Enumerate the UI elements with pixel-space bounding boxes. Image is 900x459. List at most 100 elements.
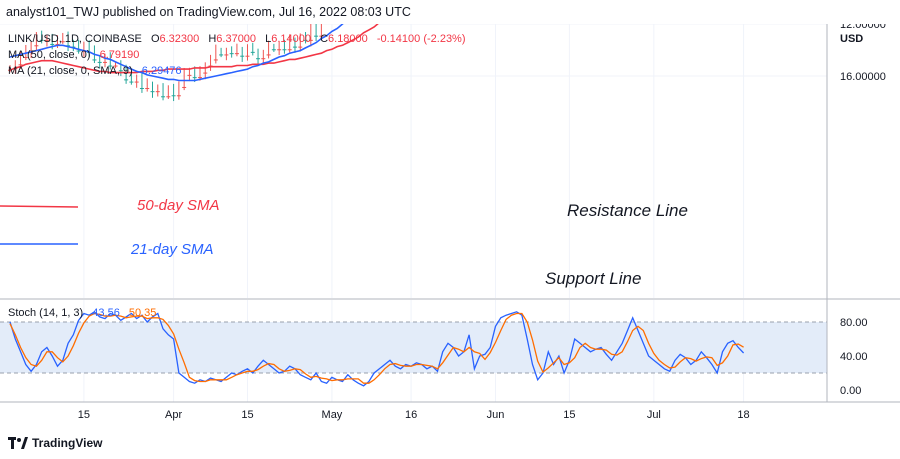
legend-ma21-label: MA (21, close, 0, SMA, 9) bbox=[8, 65, 133, 77]
stoch-tick-label: 80.00 bbox=[840, 317, 868, 329]
stoch-levels bbox=[0, 321, 827, 374]
stoch-tick-label: 40.00 bbox=[840, 351, 868, 363]
candles bbox=[8, 24, 324, 102]
candle-body bbox=[113, 65, 118, 67]
sma50-annotation: 50-day SMA bbox=[137, 197, 220, 214]
price-tick-label: 12.00000 bbox=[840, 24, 886, 31]
candle-body bbox=[287, 49, 292, 51]
candle-body bbox=[76, 50, 81, 52]
candle-body bbox=[261, 58, 266, 60]
candle-body bbox=[298, 46, 303, 48]
legend-close: 6.18000 bbox=[328, 33, 368, 45]
candle-body bbox=[187, 74, 192, 76]
legend-open: 6.32300 bbox=[160, 33, 200, 45]
publish-info: analyst101_TWJ published on TradingView.… bbox=[6, 5, 411, 19]
price-tick-label: 16.00000 bbox=[840, 71, 886, 83]
candle-body bbox=[102, 61, 107, 63]
stoch-tick-label: 0.00 bbox=[840, 385, 861, 397]
legend-low: 6.14000 bbox=[271, 33, 311, 45]
candle-body bbox=[319, 35, 324, 37]
time-tick-label: 15 bbox=[241, 409, 253, 421]
legend-stoch-d: 50.35 bbox=[129, 307, 157, 319]
legend-row-ma50: MA (50, close, 0) 6.79190 bbox=[8, 49, 139, 61]
candle-body bbox=[39, 39, 44, 41]
candle-body bbox=[277, 49, 282, 51]
legend-ma50-label: MA (50, close, 0) bbox=[8, 49, 91, 61]
footer bbox=[0, 430, 900, 459]
candle-body bbox=[18, 64, 23, 66]
candle-body bbox=[34, 45, 39, 47]
time-tick-label: 16 bbox=[405, 409, 417, 421]
support-annotation: Support Line bbox=[545, 269, 641, 288]
candle-body bbox=[308, 39, 313, 41]
legend-row-ma21: MA (21, close, 0, SMA, 9) 6.29476 bbox=[8, 65, 182, 77]
candle-body bbox=[229, 53, 234, 55]
candle-body bbox=[192, 77, 197, 79]
candle-body bbox=[197, 77, 202, 79]
candle-body bbox=[50, 43, 55, 45]
candle-body bbox=[240, 55, 245, 57]
time-axis[interactable]: 15 Apr 15 May 16 Jun 15 Jul 18 bbox=[78, 409, 750, 421]
time-tick-label: Apr bbox=[165, 409, 182, 421]
stoch-axis[interactable]: 80.00 40.00 0.00 bbox=[840, 317, 868, 397]
candle-body bbox=[176, 95, 181, 97]
candle-body bbox=[129, 81, 134, 83]
candle-body bbox=[256, 58, 261, 60]
time-tick-label: 15 bbox=[78, 409, 90, 421]
legend-stoch-k: 43.56 bbox=[92, 307, 120, 319]
candle-body bbox=[124, 79, 129, 81]
legend-ma50-value: 6.79190 bbox=[100, 49, 140, 61]
candle-body bbox=[145, 88, 150, 90]
candle-body bbox=[182, 86, 187, 88]
candle-body bbox=[213, 59, 218, 61]
legend-ma21-value: 6.29476 bbox=[142, 65, 182, 77]
legend-high: 6.37000 bbox=[216, 33, 256, 45]
tradingview-logo-icon bbox=[8, 437, 28, 449]
candle-body bbox=[55, 43, 60, 45]
legend-stoch-label: Stoch (14, 1, 3) bbox=[8, 307, 83, 319]
candle-body bbox=[161, 96, 166, 98]
candle-body bbox=[219, 54, 224, 56]
resistance-annotation: Resistance Line bbox=[567, 201, 688, 220]
candle-body bbox=[314, 35, 319, 37]
candle-body bbox=[23, 56, 28, 58]
legend-row-ohlc: LINK/USD, 1D, COINBASE O6.32300 H6.37000… bbox=[8, 33, 466, 45]
legend-symbol: LINK/USD, 1D, COINBASE bbox=[8, 33, 142, 45]
candle-body bbox=[166, 96, 171, 98]
legend-h-label: H bbox=[208, 33, 216, 45]
candle-body bbox=[150, 91, 155, 93]
sma21-annotation: 21-day SMA bbox=[130, 241, 214, 258]
legend-o-label: O bbox=[151, 33, 160, 45]
stoch-k-line bbox=[9, 310, 745, 387]
candle-body bbox=[271, 49, 276, 51]
candle-body bbox=[224, 54, 229, 56]
candle-body bbox=[155, 91, 160, 93]
time-tick-label: Jun bbox=[487, 409, 505, 421]
candle-body bbox=[292, 46, 297, 48]
currency-label: USD bbox=[840, 33, 863, 45]
candle-body bbox=[97, 61, 102, 63]
legend-row-stoch: Stoch (14, 1, 3) 43.56 50.35 bbox=[8, 307, 156, 319]
time-tick-label: 15 bbox=[563, 409, 575, 421]
candle-body bbox=[60, 41, 65, 43]
price-chart[interactable]: 50-day SMA 21-day SMA Resistance Line Su… bbox=[0, 24, 900, 430]
candle-body bbox=[266, 54, 271, 56]
time-tick-label: May bbox=[322, 409, 343, 421]
publish-header: analyst101_TWJ published on TradingView.… bbox=[0, 0, 900, 24]
candle-body bbox=[303, 39, 308, 41]
legend-change: -0.14100 (-2.23%) bbox=[377, 33, 466, 45]
time-tick-label: Jul bbox=[647, 409, 661, 421]
candle-body bbox=[245, 55, 250, 57]
ma50-legend-swatch bbox=[0, 205, 79, 208]
candle-body bbox=[282, 49, 287, 51]
ma50-line bbox=[9, 24, 379, 74]
legend-l-label: L bbox=[265, 33, 271, 45]
candle-body bbox=[203, 72, 208, 74]
candle-body bbox=[234, 53, 239, 55]
candle-body bbox=[250, 51, 255, 53]
candle-body bbox=[108, 65, 113, 67]
candle-body bbox=[92, 59, 97, 61]
tradingview-logo[interactable]: TradingView bbox=[8, 436, 102, 450]
stoch-d-line bbox=[9, 312, 744, 384]
